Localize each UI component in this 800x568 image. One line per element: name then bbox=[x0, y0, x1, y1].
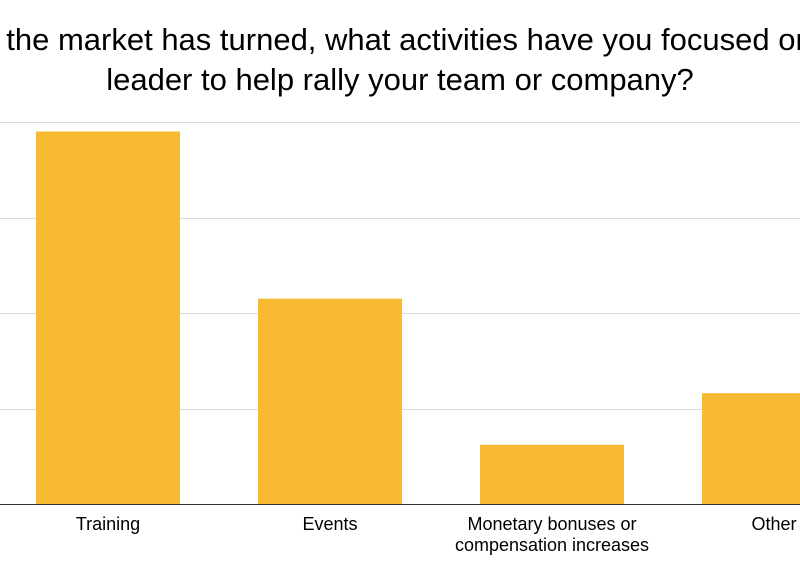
x-tick-label-line: Training bbox=[76, 514, 140, 534]
x-tick-label-line: compensation increases bbox=[455, 535, 649, 555]
x-tick-labels: Training Events Monetary bonuses or compens… bbox=[76, 514, 797, 555]
x-tick-label-0: Training bbox=[76, 514, 140, 534]
x-tick-label-2: Monetary bonuses or compensation increase… bbox=[455, 514, 649, 555]
bar-2 bbox=[480, 444, 624, 504]
x-tick-label-line: Other bbox=[751, 514, 796, 534]
bar-0 bbox=[36, 131, 180, 505]
x-tick-label-line: Events bbox=[302, 514, 357, 534]
chart-title-line-1: Since the market has turned, what activi… bbox=[0, 22, 800, 57]
bars bbox=[36, 131, 800, 505]
x-tick-label-1: Events bbox=[302, 514, 357, 534]
x-tick-label-line: Monetary bonuses or bbox=[467, 514, 636, 534]
chart-title: Since the market has turned, what activi… bbox=[0, 22, 800, 97]
bar-3 bbox=[702, 393, 800, 504]
x-tick-label-3: Other bbox=[751, 514, 796, 534]
bar-1 bbox=[258, 298, 402, 504]
chart-title-line-2: leader to help rally your team or compan… bbox=[106, 62, 694, 97]
